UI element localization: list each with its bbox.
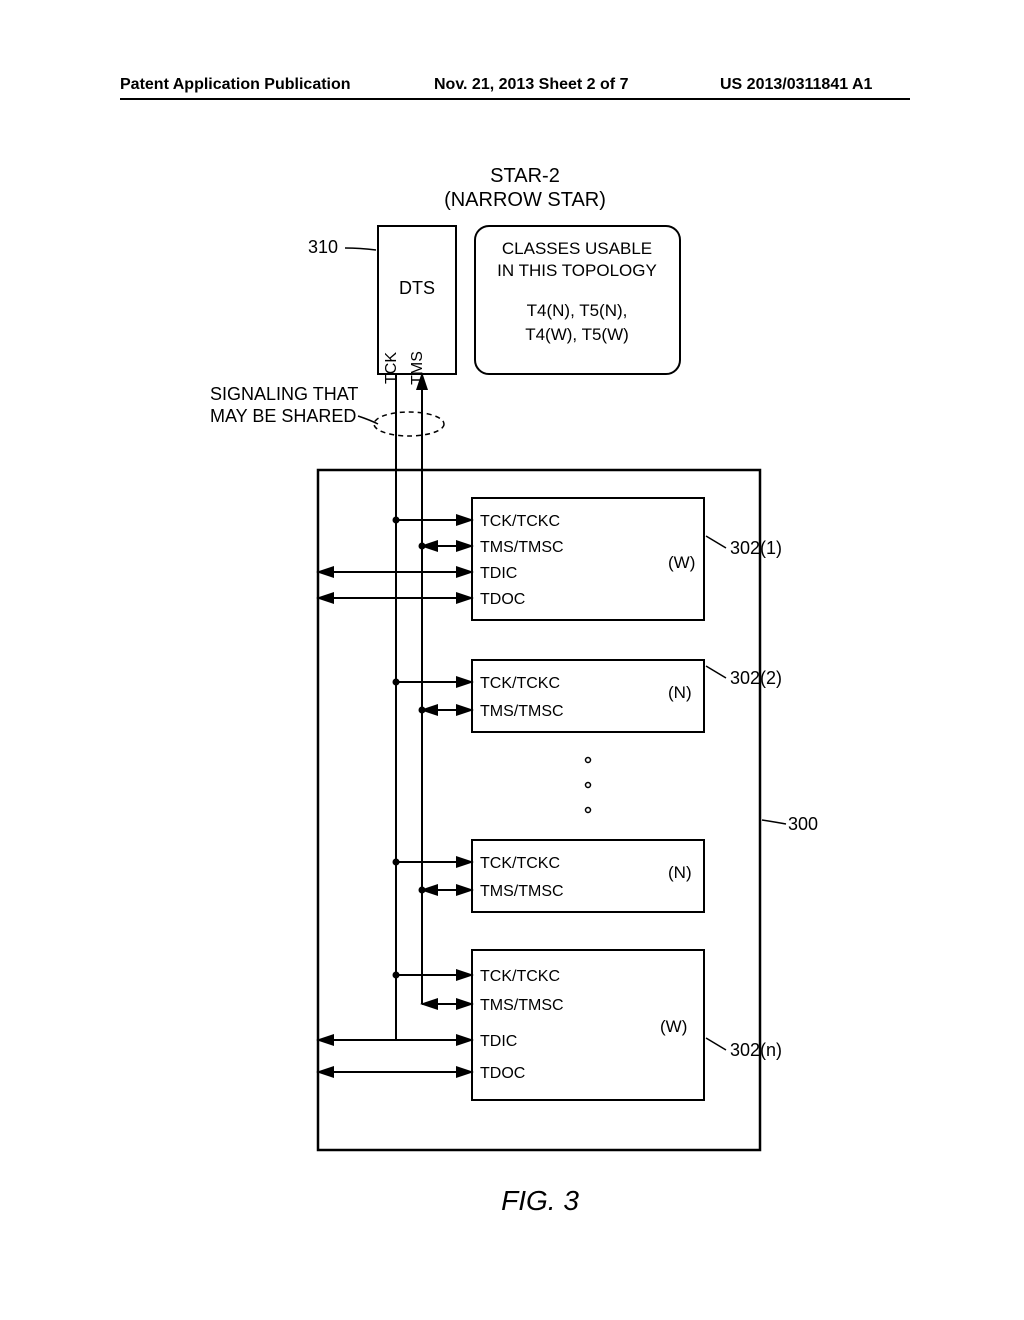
dts-ref-leader bbox=[345, 248, 376, 250]
block-1: (W) TCK/TCKC TMS/TMSC TDIC TDOC bbox=[318, 498, 704, 620]
classes-l2: IN THIS TOPOLOGY bbox=[497, 261, 657, 280]
block3-type: (N) bbox=[668, 863, 692, 882]
block2-type: (N) bbox=[668, 683, 692, 702]
block4-s1: TMS/TMSC bbox=[480, 997, 564, 1014]
block4-s0: TCK/TCKC bbox=[480, 968, 560, 985]
block-2: (N) TCK/TCKC TMS/TMSC bbox=[393, 660, 705, 732]
title-line1: STAR-2 bbox=[490, 165, 560, 187]
block1-s1: TMS/TMSC bbox=[480, 539, 564, 556]
block1-s3: TDOC bbox=[480, 591, 525, 608]
classes-l3: T4(N), T5(N), bbox=[527, 301, 628, 320]
diagram-svg: STAR-2 (NARROW STAR) DTS TCK TMS 310 CLA… bbox=[0, 0, 1024, 1320]
block1-type: (W) bbox=[668, 553, 695, 572]
block2-ref: 302(2) bbox=[730, 668, 782, 688]
container-ref: 300 bbox=[788, 814, 818, 834]
title-line2: (NARROW STAR) bbox=[444, 189, 606, 211]
signaling-l1: SIGNALING THAT bbox=[210, 384, 358, 404]
dts-tms: TMS bbox=[409, 351, 426, 385]
classes-l1: CLASSES USABLE bbox=[502, 239, 652, 258]
block2-s1: TMS/TMSC bbox=[480, 703, 564, 720]
block-4: (W) TCK/TCKC TMS/TMSC TDIC TDOC bbox=[318, 950, 704, 1100]
figure-label: FIG. 3 bbox=[501, 1185, 579, 1216]
block1-s2: TDIC bbox=[480, 565, 517, 582]
block4-s3: TDOC bbox=[480, 1065, 525, 1082]
shared-ellipse bbox=[374, 412, 444, 436]
signaling-l2: MAY BE SHARED bbox=[210, 406, 356, 426]
block4-type: (W) bbox=[660, 1017, 687, 1036]
container-ref-leader bbox=[762, 820, 786, 824]
block4-ref: 302(n) bbox=[730, 1040, 782, 1060]
dts-tck: TCK bbox=[383, 352, 400, 384]
dts-label: DTS bbox=[399, 278, 435, 298]
block1-s0: TCK/TCKC bbox=[480, 513, 560, 530]
block2-s0: TCK/TCKC bbox=[480, 675, 560, 692]
classes-l4: T4(W), T5(W) bbox=[525, 325, 629, 344]
block3-s1: TMS/TMSC bbox=[480, 883, 564, 900]
block-3: (N) TCK/TCKC TMS/TMSC bbox=[393, 840, 705, 912]
block4-s2: TDIC bbox=[480, 1033, 517, 1050]
block1-ref: 302(1) bbox=[730, 538, 782, 558]
dts-ref: 310 bbox=[308, 237, 338, 257]
block3-s0: TCK/TCKC bbox=[480, 855, 560, 872]
